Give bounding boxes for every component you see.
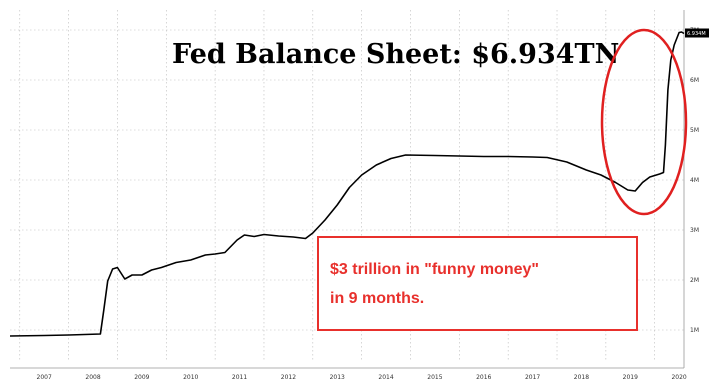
x-tick-label: 2019 bbox=[623, 374, 638, 381]
x-tick-label: 2014 bbox=[378, 374, 393, 381]
y-axis: 1M2M3M4M5M6M7M bbox=[690, 27, 699, 334]
last-value-text: 6.934M bbox=[687, 31, 706, 37]
y-tick-label: 3M bbox=[690, 227, 699, 234]
x-tick-label: 2011 bbox=[232, 374, 247, 381]
y-tick-label: 6M bbox=[690, 77, 699, 84]
y-tick-label: 5M bbox=[690, 127, 699, 134]
x-tick-label: 2012 bbox=[281, 374, 296, 381]
x-tick-label: 2009 bbox=[134, 374, 149, 381]
x-axis: 2007 2008 2009 2010 2011 2012 2013 2014 2015 2016… bbox=[37, 374, 687, 381]
last-value-label: 6.934M bbox=[685, 28, 709, 38]
x-tick-label: 2017 bbox=[525, 374, 540, 381]
highlight-ellipse bbox=[600, 28, 688, 216]
y-tick-label: 4M bbox=[690, 177, 699, 184]
series-line-balance-sheet bbox=[9, 31, 685, 337]
chart-title: Fed Balance Sheet: $6.934TN bbox=[172, 39, 619, 70]
annotation-text-line1: $3 trillion in "funny money" bbox=[330, 261, 539, 278]
x-tick-label: 2007 bbox=[37, 374, 52, 381]
x-tick-label: 2020 bbox=[671, 374, 686, 381]
x-tick-label: 2008 bbox=[85, 374, 100, 381]
y-tick-label: 2M bbox=[690, 277, 699, 284]
x-tick-label: 2018 bbox=[574, 374, 589, 381]
x-tick-label: 2010 bbox=[183, 374, 198, 381]
x-tick-label: 2015 bbox=[427, 374, 442, 381]
x-tick-label: 2013 bbox=[330, 374, 345, 381]
x-tick-label: 2016 bbox=[476, 374, 491, 381]
annotation-text-line2: in 9 months. bbox=[330, 290, 424, 307]
y-tick-label: 1M bbox=[690, 327, 699, 334]
annotation-box: $3 trillion in "funny money" in 9 months… bbox=[317, 236, 638, 331]
